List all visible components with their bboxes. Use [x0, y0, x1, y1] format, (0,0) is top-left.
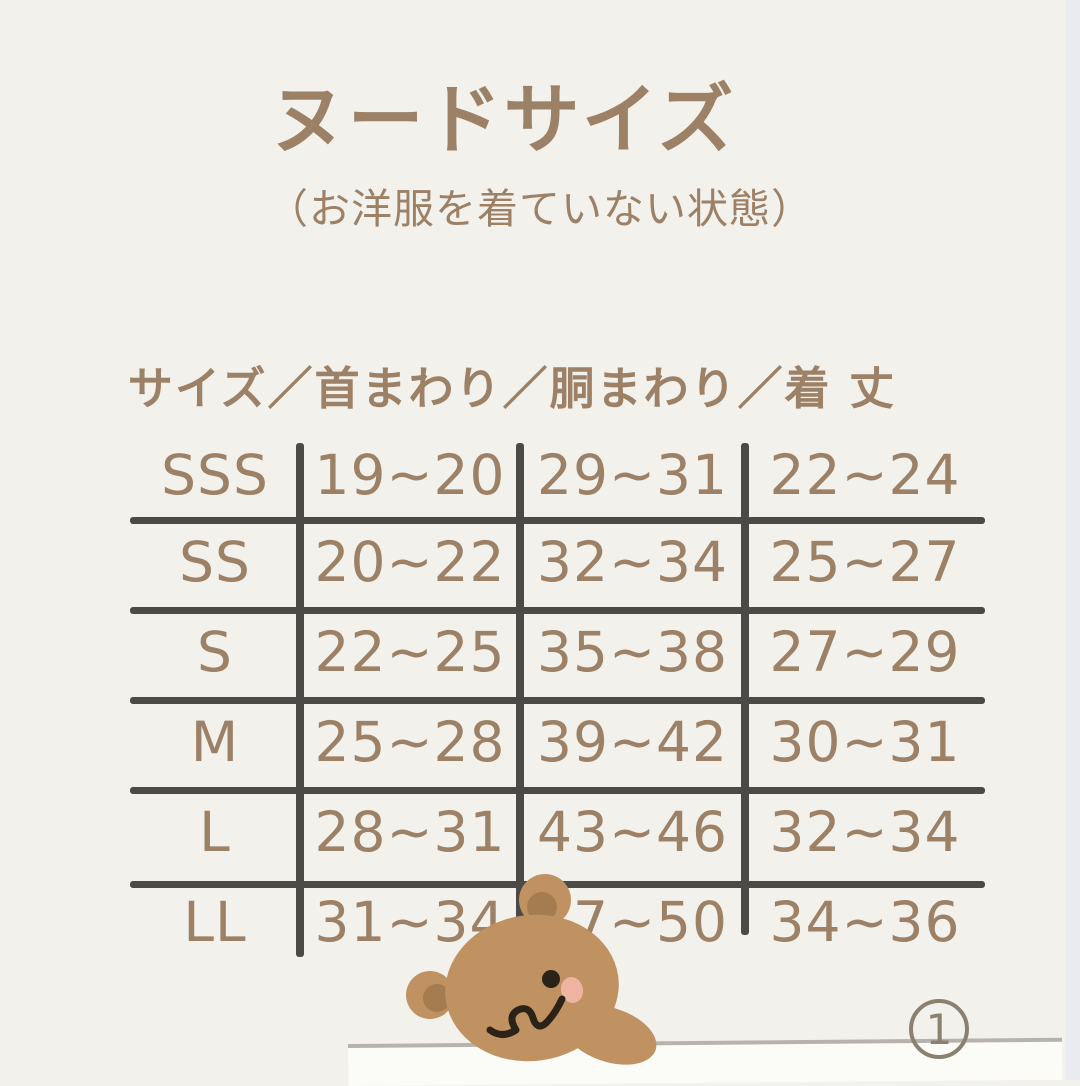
bear-ear-icon — [406, 874, 571, 1019]
bear-mouth — [486, 995, 566, 1038]
table-grid-hline — [130, 607, 985, 614]
size-cell: LL — [183, 890, 247, 954]
table-grid-vline — [741, 443, 749, 935]
girth-cell: 29~31 — [536, 443, 729, 507]
bear-illustration — [406, 874, 657, 1065]
table-row: L 28~31 43~46 32~34 — [130, 787, 985, 877]
page-title: ヌードサイズ — [269, 75, 736, 164]
girth-cell: 43~46 — [536, 800, 729, 864]
neck-cell: 19~20 — [314, 443, 506, 507]
size-cell: M — [190, 710, 240, 774]
table-grid-vline — [516, 443, 524, 943]
length-cell: 32~34 — [769, 800, 961, 864]
bear-eye — [542, 970, 560, 988]
girth-cell: 32~34 — [536, 530, 729, 594]
page-number: 1 — [925, 1004, 953, 1054]
right-edge-strip — [1066, 0, 1080, 1080]
table-grid-hline — [130, 787, 985, 794]
neck-cell: 22~25 — [314, 620, 506, 684]
table-grid-vline — [296, 443, 304, 957]
length-cell: 34~36 — [769, 890, 961, 954]
length-cell: 27~29 — [769, 620, 961, 684]
size-table-header: サイズ／首まわり／胴まわり／着 丈 — [127, 362, 897, 415]
table-row: S 22~25 35~38 27~29 — [130, 607, 985, 697]
size-cell: L — [199, 800, 231, 864]
neck-cell: 28~31 — [314, 800, 506, 864]
size-cell: SS — [179, 530, 251, 594]
page-number-badge: 1 — [909, 999, 969, 1059]
page-subtitle: （お洋服を着ていない状態） — [267, 185, 813, 233]
girth-cell: 35~38 — [536, 620, 729, 684]
table-grid-hline — [130, 517, 985, 524]
size-cell: SSS — [161, 443, 269, 507]
neck-cell: 20~22 — [314, 530, 506, 594]
girth-cell: 39~42 — [536, 710, 729, 774]
table-row: LL 31~34 47~50 34~36 — [130, 877, 985, 967]
table-row: SSS 19~20 29~31 22~24 — [130, 433, 985, 517]
size-table: SSS 19~20 29~31 22~24 SS 20~22 32~34 25~… — [130, 433, 985, 967]
length-cell: 22~24 — [769, 443, 961, 507]
bear-blush — [560, 977, 584, 1003]
size-cell: S — [197, 620, 233, 684]
table-grid-hline — [130, 697, 985, 704]
length-cell: 25~27 — [769, 530, 961, 594]
table-row: M 25~28 39~42 30~31 — [130, 697, 985, 787]
table-row: SS 20~22 32~34 25~27 — [130, 517, 985, 607]
neck-cell: 25~28 — [314, 710, 506, 774]
length-cell: 30~31 — [769, 710, 961, 774]
